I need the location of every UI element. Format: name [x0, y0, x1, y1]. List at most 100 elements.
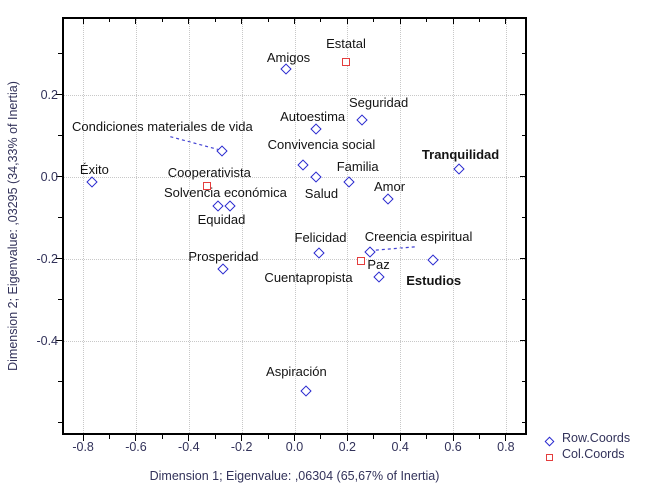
- y-axis-minor-tick: [58, 217, 62, 219]
- data-point-label: Estatal: [326, 36, 366, 52]
- y-axis-minor-tick: [58, 53, 62, 55]
- x-tick-label: 0.4: [391, 440, 409, 454]
- x-axis-minor-tick: [214, 435, 216, 439]
- x-axis-major-tick: [294, 435, 295, 441]
- legend: Row.Coords Col.Coords: [538, 430, 630, 462]
- x-axis-top-tick: [294, 19, 295, 24]
- x-axis-top-tick: [135, 19, 137, 24]
- data-point-label: Condiciones materiales de vida: [72, 119, 253, 134]
- x-axis-major-tick: [452, 435, 454, 441]
- data-point-label: Convivencia social: [267, 136, 376, 152]
- gridline-horizontal: [64, 340, 525, 342]
- y-axis-right-tick: [520, 258, 525, 260]
- x-axis-top-minor-tick: [478, 19, 480, 22]
- x-axis-minor-tick: [478, 435, 480, 439]
- y-axis-minor-tick: [58, 299, 62, 301]
- x-axis-top-tick: [505, 19, 507, 24]
- x-axis-major-tick: [399, 435, 401, 441]
- y-axis-title-text: Dimension 2; Eigenvalue: ,03295 (34,33% …: [6, 81, 21, 371]
- y-axis-major-tick: [56, 258, 62, 260]
- y-axis-minor-tick: [58, 381, 62, 383]
- x-axis-major-tick: [241, 435, 243, 441]
- x-axis-top-tick: [82, 19, 84, 24]
- gridline-horizontal: [64, 176, 525, 178]
- x-axis-top-minor-tick: [109, 19, 111, 22]
- x-axis-top-tick: [399, 19, 401, 24]
- x-tick-label: 0.8: [497, 440, 515, 454]
- x-axis-minor-tick: [373, 435, 375, 439]
- x-axis-minor-tick: [267, 435, 269, 439]
- y-tick-label: 0.2: [40, 87, 58, 102]
- x-axis-top-minor-tick: [373, 19, 375, 22]
- x-tick-label: 0.2: [338, 440, 357, 454]
- y-tick-label: 0.0: [40, 169, 58, 184]
- x-axis-major-tick: [188, 435, 190, 441]
- x-axis-title: Dimension 1; Eigenvalue: ,06304 (65,67% …: [149, 469, 440, 483]
- data-point-label: Seguridad: [348, 94, 409, 110]
- data-point-label: Autoestima: [280, 108, 346, 124]
- x-axis-top-minor-tick: [161, 19, 163, 22]
- y-axis-right-minor-tick: [522, 217, 525, 219]
- y-axis-right-tick: [520, 94, 525, 96]
- x-tick-label: -0.2: [230, 440, 253, 454]
- y-axis-right-minor-tick: [522, 53, 525, 55]
- y-axis-title: Dimension 2; Eigenvalue: ,03295 (34,33% …: [4, 17, 22, 435]
- plot-frame: [62, 17, 527, 435]
- data-point-label: Amigos: [266, 50, 311, 66]
- data-point-label: Familia: [336, 158, 379, 174]
- x-axis-top-tick: [452, 19, 454, 24]
- y-axis-right-minor-tick: [522, 422, 525, 424]
- x-axis-minor-tick: [426, 435, 428, 439]
- x-axis-top-tick: [188, 19, 190, 24]
- y-axis-major-tick: [56, 340, 62, 342]
- x-axis-major-tick: [82, 435, 84, 441]
- gridline-vertical: [453, 19, 455, 433]
- y-axis-right-minor-tick: [522, 135, 525, 137]
- x-axis-major-tick: [135, 435, 137, 441]
- y-axis-right-minor-tick: [522, 381, 525, 383]
- legend-label: Col.Coords: [562, 447, 625, 461]
- gridline-vertical: [400, 19, 402, 433]
- y-axis-minor-tick: [58, 135, 62, 137]
- gridline-vertical: [347, 19, 349, 433]
- y-tick-label: -0.2: [36, 251, 58, 266]
- x-axis-major-tick: [346, 435, 348, 441]
- data-point-label: Creencia espiritual: [364, 228, 473, 244]
- x-axis-top-minor-tick: [320, 19, 322, 22]
- gridline-vertical: [135, 19, 137, 433]
- data-point-marker: [342, 58, 351, 67]
- x-tick-label: -0.8: [72, 440, 94, 454]
- y-axis-major-tick: [56, 94, 62, 96]
- gridline-vertical: [188, 19, 190, 433]
- y-tick-label: -0.4: [36, 333, 58, 348]
- data-point-label: Cuentapropista: [264, 269, 353, 285]
- data-point-label: Felicidad: [294, 229, 347, 245]
- gridline-horizontal: [64, 94, 525, 96]
- legend-item: Row.Coords: [538, 430, 630, 447]
- data-point-label: Amor: [373, 178, 406, 194]
- y-axis-minor-tick: [58, 422, 62, 424]
- legend-item: Col.Coords: [538, 446, 630, 462]
- x-axis-minor-tick: [320, 435, 322, 439]
- x-tick-label: -0.4: [178, 440, 200, 454]
- data-point-label: Cooperativista: [167, 164, 251, 180]
- data-point-label: Tranquilidad: [421, 146, 500, 162]
- y-axis-right-minor-tick: [522, 299, 525, 301]
- x-axis-major-tick: [505, 435, 507, 441]
- x-tick-label: 0.6: [444, 440, 462, 454]
- x-tick-label: 0.0: [285, 440, 304, 454]
- data-point-label: Salud: [304, 185, 339, 201]
- data-point-marker: [356, 256, 365, 265]
- x-axis-top-minor-tick: [267, 19, 269, 22]
- gridline-vertical: [505, 19, 507, 433]
- x-tick-label: -0.6: [125, 440, 147, 454]
- data-point-label: Paz: [367, 256, 390, 272]
- x-axis-minor-tick: [161, 435, 163, 439]
- col-coords-square-icon: [538, 449, 556, 461]
- x-axis-top-tick: [346, 19, 348, 24]
- x-axis-top-tick: [241, 19, 243, 24]
- plot-area: -0.8 -0.6 -0.4 -0.2 0.0 0.2 0.4 0.6 0.8 0.2 0.0 -0.…: [36, 17, 527, 454]
- y-axis-major-tick: [56, 176, 62, 178]
- x-axis-minor-tick: [109, 435, 111, 439]
